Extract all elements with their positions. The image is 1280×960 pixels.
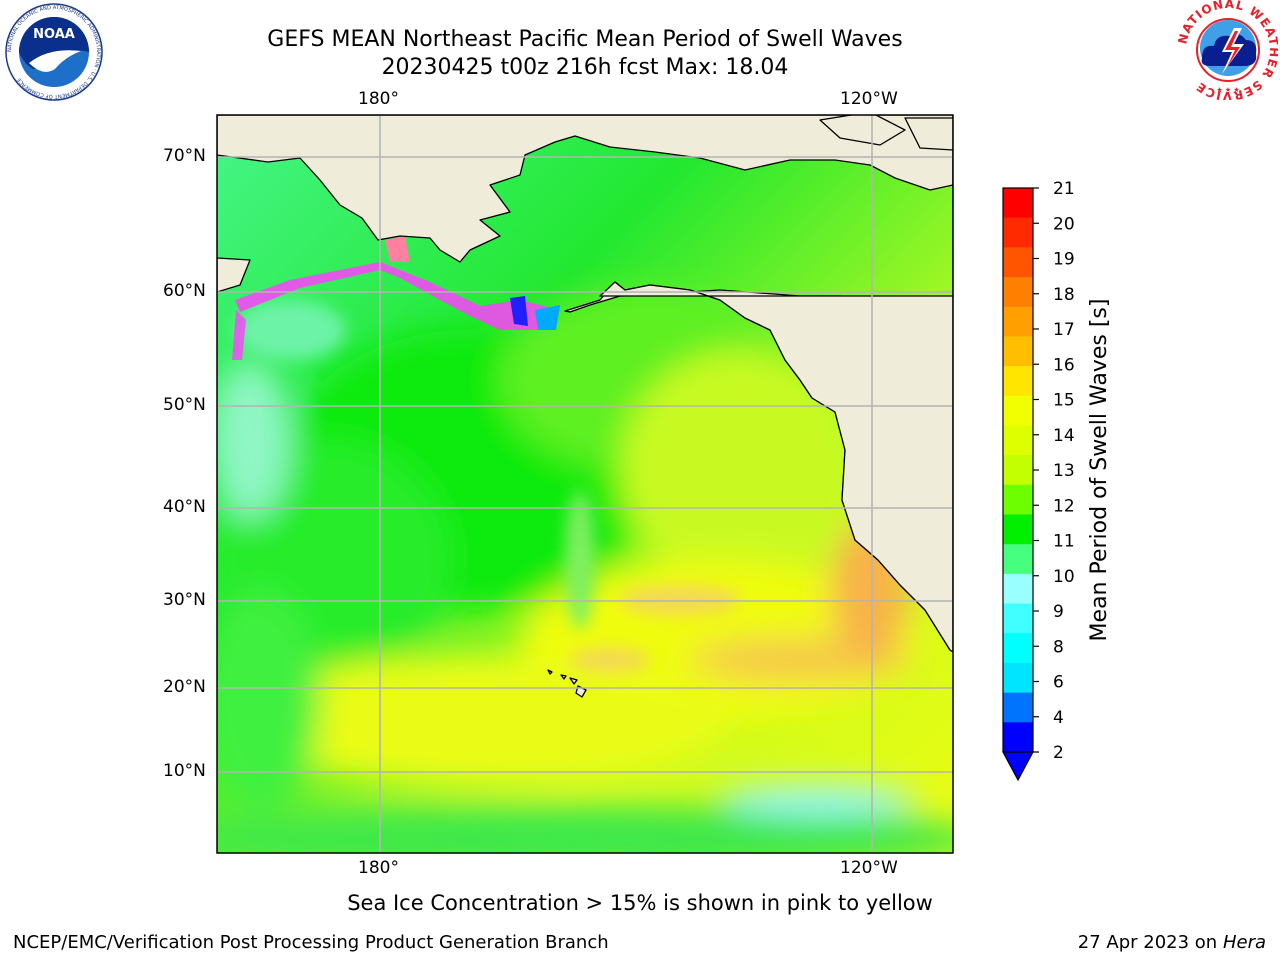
colorbar-tick-label: 15	[1053, 391, 1075, 411]
colorbar-segment	[1003, 544, 1033, 575]
colorbar-tick-label: 4	[1053, 708, 1064, 728]
lon-label-bottom-120w: 120°W	[840, 858, 898, 878]
colorbar-segment	[1003, 366, 1033, 397]
colorbar-segment	[1003, 573, 1033, 605]
colorbar-tick-label: 2	[1053, 743, 1064, 763]
colorbar-tick-label: 8	[1053, 637, 1064, 657]
colorbar-segment	[1003, 188, 1033, 219]
colorbar-tick-label: 16	[1053, 355, 1075, 375]
footer-source: NCEP/EMC/Verification Post Processing Pr…	[13, 932, 609, 953]
lat-label-60n: 60°N	[163, 281, 206, 301]
colorbar-tick-label: 10	[1053, 567, 1075, 587]
colorbar-segment	[1003, 247, 1033, 278]
landmass	[217, 115, 953, 698]
title-line-1: GEFS MEAN Northeast Pacific Mean Period …	[267, 27, 903, 52]
colorbar-tick-label: 18	[1053, 285, 1075, 305]
colorbar-segment	[1003, 455, 1033, 486]
colorbar-tick-label: 12	[1053, 496, 1075, 516]
colorbar-segment	[1003, 722, 1033, 753]
colorbar-segment	[1003, 306, 1033, 337]
colorbar-extend-arrow	[1001, 751, 1035, 782]
colorbar-segment	[1003, 395, 1033, 426]
colorbar-label: Mean Period of Swell Waves [s]	[1087, 299, 1112, 642]
colorbar-tick-label: 11	[1053, 532, 1075, 552]
lat-label-40n: 40°N	[163, 497, 206, 517]
colorbar-tick-label: 6	[1053, 673, 1064, 693]
colorbar-segment	[1003, 484, 1033, 516]
colorbar-segment	[1003, 662, 1033, 694]
colorbar-segment	[1003, 692, 1033, 723]
colorbar-segment	[1003, 277, 1033, 308]
lon-label-top-180: 180°	[358, 89, 399, 109]
title-line-2: 20230425 t00z 216h fcst Max: 18.04	[381, 55, 789, 80]
footer-date-text: 27 Apr 2023 on	[1077, 932, 1223, 953]
swell-period-field	[217, 115, 953, 853]
lon-label-top-120w: 120°W	[840, 89, 898, 109]
colorbar-segment	[1003, 425, 1033, 456]
lat-label-30n: 30°N	[163, 590, 206, 610]
colorbar-tick-label: 20	[1053, 214, 1075, 234]
lat-label-20n: 20°N	[163, 677, 206, 697]
colorbar-segment	[1003, 633, 1033, 664]
footer-date: 27 Apr 2023 on Hera	[1078, 932, 1266, 953]
map-frame	[216, 114, 954, 854]
colorbar-tick-label: 17	[1053, 320, 1075, 340]
svg-text:★ ★ ★: ★ ★ ★	[1216, 86, 1239, 94]
colorbar-segment	[1003, 514, 1033, 545]
noaa-logo: NATIONAL OCEANIC AND ATMOSPHERIC ADMINIS…	[5, 3, 103, 101]
nws-logo: NATIONAL WEATHER SERVICE ★ ★ ★	[1178, 0, 1278, 100]
colorbar-tick-label: 21	[1053, 179, 1075, 199]
lat-label-10n: 10°N	[163, 761, 206, 781]
colorbar-tick-label: 14	[1053, 426, 1075, 446]
graticule	[217, 115, 953, 853]
sea-ice-note: Sea Ice Concentration > 15% is shown in …	[347, 891, 933, 915]
colorbar-segment	[1003, 217, 1033, 248]
colorbar-segment	[1003, 336, 1033, 367]
footer-machine: Hera	[1222, 932, 1266, 953]
colorbar-tick-label: 9	[1053, 602, 1064, 622]
lat-label-50n: 50°N	[163, 395, 206, 415]
colorbar-tick-label: 13	[1053, 461, 1075, 481]
colorbar-tick-label: 19	[1053, 250, 1075, 270]
noaa-logo-text: NOAA	[33, 27, 75, 42]
lon-label-bottom-180: 180°	[358, 858, 399, 878]
lat-label-70n: 70°N	[163, 146, 206, 166]
colorbar: 21 20 19 18 17 16 15 14 13 12 11 10 9 8 6 4 2	[1001, 179, 1075, 782]
colorbar-segment	[1003, 603, 1033, 634]
